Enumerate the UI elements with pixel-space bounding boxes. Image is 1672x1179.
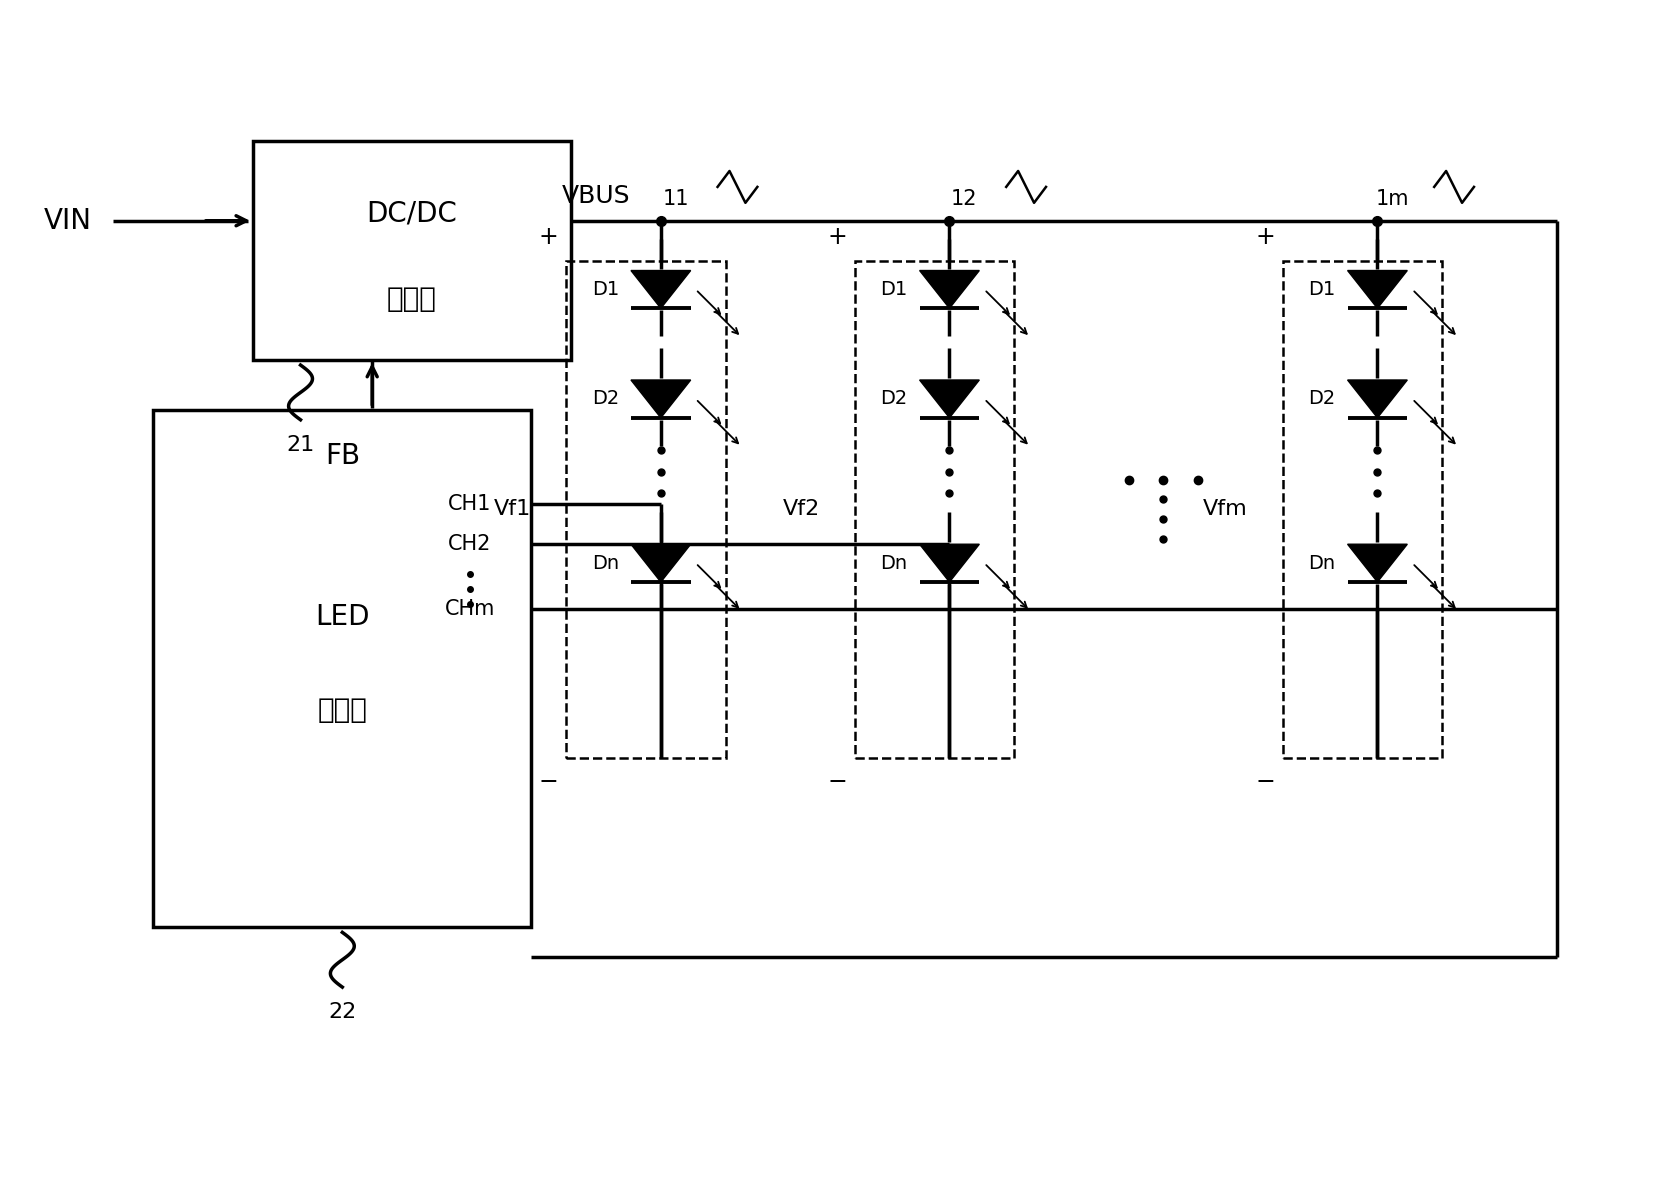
Polygon shape	[630, 545, 691, 582]
Text: +: +	[1256, 225, 1276, 249]
Text: Dn: Dn	[1309, 554, 1336, 573]
Polygon shape	[1348, 380, 1408, 417]
Polygon shape	[1348, 270, 1408, 309]
Text: 1m: 1m	[1376, 189, 1409, 209]
Text: 12: 12	[951, 189, 978, 209]
Polygon shape	[920, 380, 980, 417]
Text: +: +	[538, 225, 558, 249]
Text: −: −	[1256, 770, 1276, 795]
Polygon shape	[630, 380, 691, 417]
Polygon shape	[920, 270, 980, 309]
Bar	[154, 410, 532, 928]
Text: Dn: Dn	[881, 554, 908, 573]
Bar	[1282, 261, 1443, 758]
Text: 21: 21	[286, 435, 314, 455]
Text: CHm: CHm	[445, 599, 495, 619]
Text: 控制器: 控制器	[318, 696, 368, 724]
Text: LED: LED	[314, 602, 370, 631]
Text: FB: FB	[324, 442, 359, 470]
Text: CH2: CH2	[448, 534, 492, 554]
Bar	[854, 261, 1015, 758]
Text: VIN: VIN	[43, 206, 92, 235]
Text: +: +	[828, 225, 848, 249]
Text: D2: D2	[881, 389, 908, 408]
Text: D2: D2	[592, 389, 619, 408]
Text: −: −	[828, 770, 848, 795]
Bar	[567, 261, 726, 758]
Text: Dn: Dn	[592, 554, 619, 573]
Text: 转换器: 转换器	[388, 285, 436, 312]
Text: Vfm: Vfm	[1204, 500, 1247, 520]
Text: D1: D1	[592, 279, 619, 299]
Text: CH1: CH1	[448, 494, 492, 514]
Text: 11: 11	[662, 189, 689, 209]
Text: 22: 22	[328, 1002, 356, 1022]
Text: DC/DC: DC/DC	[366, 199, 458, 228]
Text: Vf2: Vf2	[782, 500, 819, 520]
Text: D2: D2	[1309, 389, 1336, 408]
Text: D1: D1	[1309, 279, 1336, 299]
Text: D1: D1	[881, 279, 908, 299]
Polygon shape	[920, 545, 980, 582]
Text: −: −	[538, 770, 558, 795]
Polygon shape	[630, 270, 691, 309]
Text: VBUS: VBUS	[562, 184, 630, 208]
Polygon shape	[1348, 545, 1408, 582]
Bar	[252, 141, 572, 360]
Text: Vf1: Vf1	[495, 500, 532, 520]
